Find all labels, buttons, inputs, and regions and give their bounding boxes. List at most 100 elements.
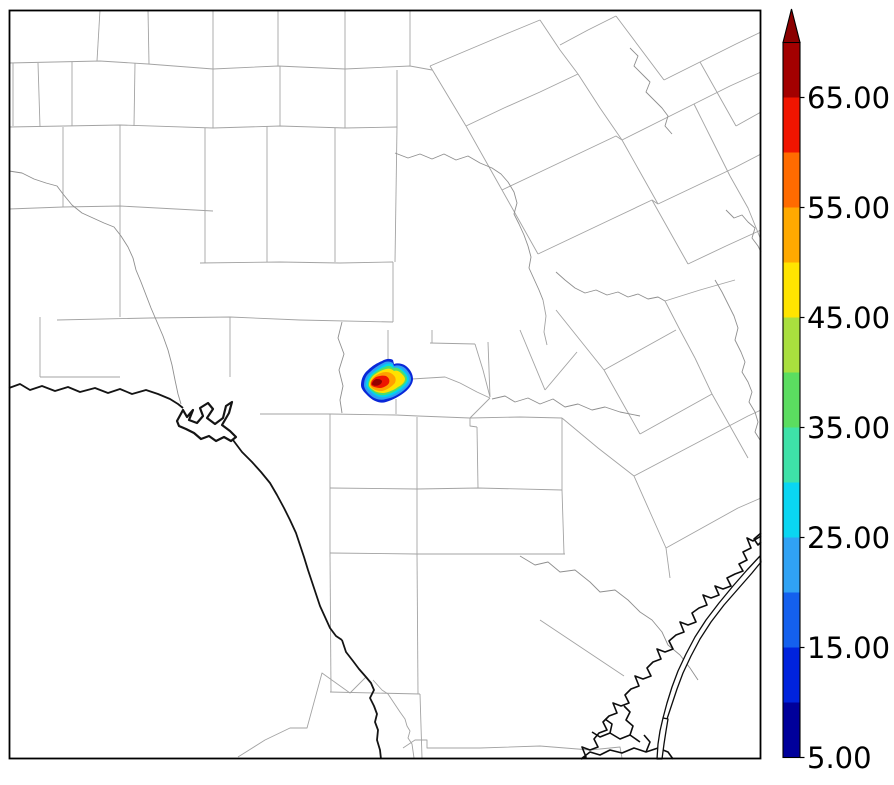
- county-boundary: [501, 189, 539, 255]
- border-line: [341, 639, 382, 760]
- colorbar-segment: [783, 647, 800, 703]
- county-boundary: [555, 309, 605, 371]
- barrier-island: [656, 717, 669, 760]
- county-boundary: [133, 62, 136, 127]
- border-line: [232, 439, 343, 641]
- county-boundary: [402, 739, 623, 759]
- coastline-segment: [604, 718, 613, 734]
- county-boundary: [699, 61, 737, 127]
- county-boundary: [237, 672, 367, 758]
- county-boundary: [735, 111, 762, 127]
- county-boundary: [633, 409, 762, 477]
- river: [629, 47, 673, 135]
- county-boundary: [665, 547, 671, 579]
- reservoir-lake: [175, 400, 238, 443]
- county-boundary: [212, 65, 433, 71]
- county-boundary: [429, 342, 476, 345]
- river: [337, 321, 345, 414]
- county-boundary: [487, 341, 491, 398]
- colorbar-segment: [783, 702, 800, 758]
- county-boundary: [657, 153, 762, 205]
- county-boundary: [8, 124, 398, 129]
- river: [491, 395, 641, 417]
- county-boundary: [519, 329, 546, 391]
- county-boundary: [429, 65, 467, 127]
- colorbar-segment: [783, 427, 800, 483]
- colorbar-tick-label: 65.00: [807, 81, 890, 115]
- colorbar-tick-label: 5.00: [807, 741, 872, 775]
- barrier-islands: [656, 555, 762, 760]
- county-boundary: [544, 351, 578, 391]
- county-boundary: [429, 19, 541, 67]
- colorbar-tick-label: 15.00: [807, 631, 890, 665]
- county-boundary: [416, 552, 419, 695]
- county-boundary: [621, 139, 659, 205]
- county-boundary: [474, 343, 491, 398]
- county-boundary-lines: [8, 9, 762, 759]
- border-line: [8, 383, 184, 409]
- county-boundary: [501, 135, 623, 191]
- county-boundary: [539, 19, 579, 75]
- river: [714, 279, 761, 441]
- county-boundary: [329, 487, 563, 491]
- county-boundary: [147, 9, 150, 65]
- county-boundary: [199, 261, 394, 264]
- colorbar-tick-label: 35.00: [807, 411, 890, 445]
- county-boundary: [8, 60, 214, 70]
- county-boundary: [561, 489, 565, 555]
- county-boundary: [559, 15, 617, 46]
- county-boundary: [665, 497, 762, 549]
- county-boundary: [537, 199, 659, 255]
- county-boundary: [329, 552, 565, 555]
- colorbar-segment: [783, 42, 800, 98]
- county-boundary: [603, 329, 677, 371]
- barrier-island: [662, 555, 762, 720]
- colorbar-extend-arrow: [782, 8, 801, 44]
- colorbar-segment: [783, 207, 800, 263]
- county-boundary: [469, 416, 563, 419]
- county-boundary: [633, 475, 667, 549]
- reflectivity-contour: [372, 379, 382, 386]
- county-boundary: [372, 679, 415, 759]
- colorbar-tick-label: 25.00: [807, 521, 890, 555]
- county-boundary: [8, 205, 214, 212]
- river: [519, 555, 699, 681]
- county-boundary: [693, 103, 731, 177]
- county-boundary: [37, 62, 41, 128]
- county-boundary: [615, 15, 665, 81]
- coastline-segment: [623, 705, 634, 736]
- county-boundary: [694, 357, 713, 395]
- colorbar-segment: [783, 97, 800, 153]
- county-boundary: [603, 369, 641, 435]
- county-boundary: [465, 73, 579, 127]
- reservoir-outline: [175, 400, 238, 443]
- river-lines: [8, 47, 762, 681]
- colorbar-segment: [783, 537, 800, 593]
- colorbar-tick-label: 55.00: [807, 191, 890, 225]
- river: [394, 152, 544, 301]
- county-boundary: [476, 426, 479, 489]
- county-boundary: [663, 31, 762, 81]
- county-boundary: [664, 300, 696, 359]
- county-boundary: [469, 397, 491, 428]
- colorbar-segment: [783, 262, 800, 318]
- county-boundary: [621, 71, 762, 141]
- county-boundary: [651, 199, 689, 265]
- colorbar: [782, 8, 805, 759]
- river: [555, 271, 666, 302]
- colorbar-segment: [783, 372, 800, 428]
- county-boundary: [329, 691, 421, 695]
- coastline-segment: [591, 731, 641, 743]
- county-boundary: [260, 413, 471, 419]
- county-boundary: [329, 552, 332, 693]
- county-boundary: [539, 619, 625, 677]
- county-boundary: [394, 126, 398, 263]
- county-boundary: [687, 229, 762, 265]
- county-boundary: [639, 393, 713, 435]
- colorbar-tick-label: 45.00: [807, 301, 890, 335]
- map-frame: [8, 9, 762, 760]
- colorbar-segment: [783, 592, 800, 648]
- county-boundary: [561, 417, 635, 477]
